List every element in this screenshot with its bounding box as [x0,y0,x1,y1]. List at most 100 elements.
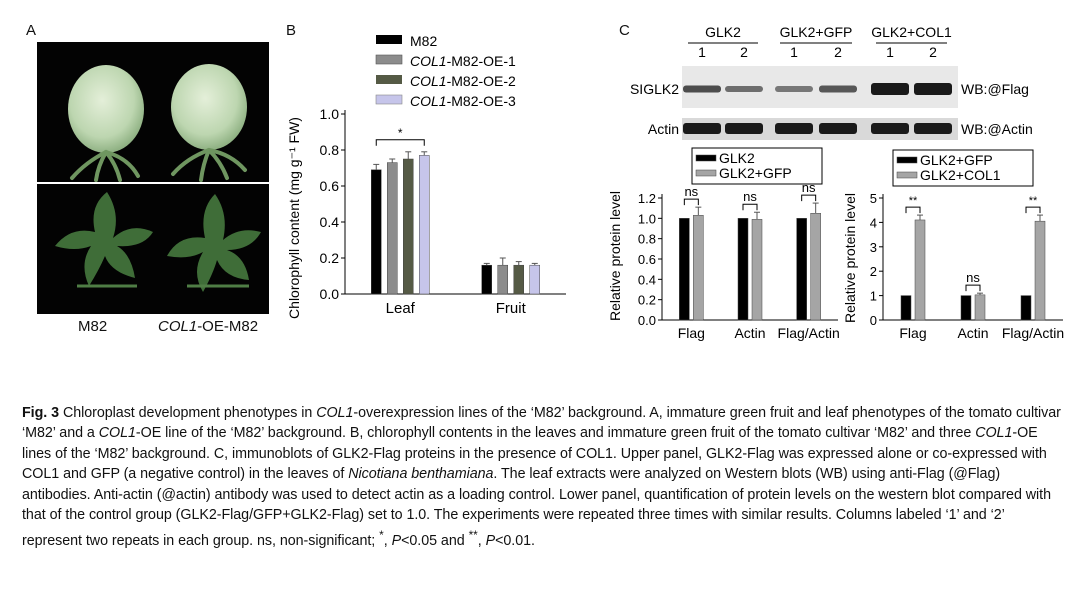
significance-bracket-c-left [683,198,699,206]
blot-band-flag [871,83,909,95]
legend-label-oe1: COL1-M82-OE-1 [410,53,516,69]
x-category-label-b: Leaf [386,300,416,317]
leaf-photo-image [55,192,261,292]
significance-label-c-right: ** [1029,195,1038,207]
significance-bracket-c-right [1025,206,1041,214]
bar-c-right [900,295,912,321]
caption-fig-label: Fig. 3 [22,405,60,421]
significance-label-c-left: ns [743,189,757,204]
y-tick-label-c-right: 3 [870,240,877,255]
legend-label-oe2: COL1-M82-OE-2 [410,73,516,89]
significance-label-c-right: ** [909,195,918,207]
bar-b [529,264,540,295]
western-blot: GLK2 1 2 GLK2+GFP 1 2 GLK2+COL1 1 2 SIGLK2 Actin… [630,24,1033,140]
blot-band-actin [683,123,721,134]
blot-group-label: GLK2+GFP [780,24,853,40]
bar-b [497,264,508,295]
blot-band-flag [683,85,721,93]
significance-label-c-left: ns [802,180,816,195]
fruit-photo-image [68,64,247,182]
significance-bracket-b [375,139,425,146]
blot-band-actin [775,123,813,134]
bar-b [513,264,524,295]
chart-b-plot: 0.0 0.2 0.4 0.6 0.8 1.0 Leaf * Fruit [320,106,566,317]
bar-c-left [751,219,763,321]
legend-label-c-right: GLK2+COL1 [920,167,1001,183]
bar-c-right [1034,220,1046,321]
significance-bracket-c-left [742,203,758,211]
significance-bracket-c-left [801,194,817,202]
bar-b [403,158,414,295]
panel-label-a: A [26,22,37,39]
panel-label-c: C [619,22,630,39]
legend-box-c-right [892,149,1034,187]
x-category-label-c-right: Flag/Actin [1002,325,1064,341]
y-tick-label-c-left: 0.2 [638,293,656,308]
y-tick-label-c-left: 0.4 [638,272,656,287]
blot-group-label: GLK2+COL1 [871,24,952,40]
legend-label-oe3: COL1-M82-OE-3 [410,93,516,109]
legend-swatch-c-left [695,169,717,177]
x-category-label-c-left: Flag/Actin [778,325,840,341]
significance-label-c-right: ns [966,270,980,285]
blot-group-label: GLK2 [705,24,741,40]
blot-band-actin [914,123,952,134]
y-tick-label-c-right: 1 [870,289,877,304]
blot-lane-number: 2 [929,44,937,60]
chart-c-right: Relative protein level GLK2+GFPGLK2+COL1… [842,149,1064,341]
y-tick-label-c-right: 0 [870,313,877,328]
leaf-photo [37,184,269,314]
blot-band-actin [871,123,909,134]
bar-c-right [960,295,972,321]
y-tick-label-c-left: 0.0 [638,313,656,328]
legend-swatch-c-right [896,171,918,179]
blot-lane-number: 1 [698,44,706,60]
y-tick-label-c-right: 5 [870,191,877,206]
legend-swatch-oe1 [375,54,403,65]
chart-c-right-ylabel: Relative protein level [842,193,858,323]
blot-band-actin [819,123,857,134]
chart-b-legend: M82 COL1-M82-OE-1 COL1-M82-OE-2 COL1-M82… [375,33,516,109]
x-category-label-c-right: Flag [899,325,926,341]
y-tick-label-c-right: 4 [870,215,877,230]
bar-c-left [810,213,821,321]
bar-c-left [796,218,807,321]
y-tick-label-b: 1.0 [320,106,340,122]
blot-row-label-siglk2: SIGLK2 [630,81,679,97]
significance-bracket-c-right [965,284,981,292]
y-tick-label-c-left: 0.8 [638,232,656,247]
legend-label-c-left: GLK2 [719,150,755,166]
legend-label-c-right: GLK2+GFP [920,152,993,168]
significance-label-c-left: ns [684,184,698,199]
x-category-label-c-right: Actin [957,325,988,341]
bar-c-right [914,219,926,321]
bar-b [371,169,382,295]
y-tick-label-c-left: 0.6 [638,252,656,267]
blot-lane-number: 2 [740,44,748,60]
blot-lane-number: 1 [790,44,798,60]
blot-band-flag [819,85,857,93]
legend-swatch-oe2 [376,75,402,84]
blot-band-flag [914,83,952,95]
legend-swatch-m82 [376,35,402,44]
chart-b-ylabel: Chlorophyll content (mg g⁻¹ FW) [286,117,302,319]
y-tick-label-c-right: 2 [870,264,877,279]
y-tick-label-c-left: 1.2 [638,191,656,206]
blot-band-flag [775,86,813,92]
panel-a-label-m82: M82 [78,318,108,335]
significance-label-b: * [398,126,403,140]
y-tick-label-c-left: 1.0 [638,211,656,226]
panel-label-b: B [286,22,297,39]
legend-label-c-left: GLK2+GFP [719,165,792,181]
bar-c-left [737,218,749,321]
blot-lane-number: 1 [886,44,894,60]
blot-band-flag [725,86,763,92]
figure-caption: Fig. 3 Chloroplast development phenotype… [22,405,1061,550]
bar-b [387,162,398,295]
legend-label-m82: M82 [410,33,437,49]
y-tick-label-b: 0.6 [320,178,340,194]
significance-bracket-c-right [905,206,921,214]
